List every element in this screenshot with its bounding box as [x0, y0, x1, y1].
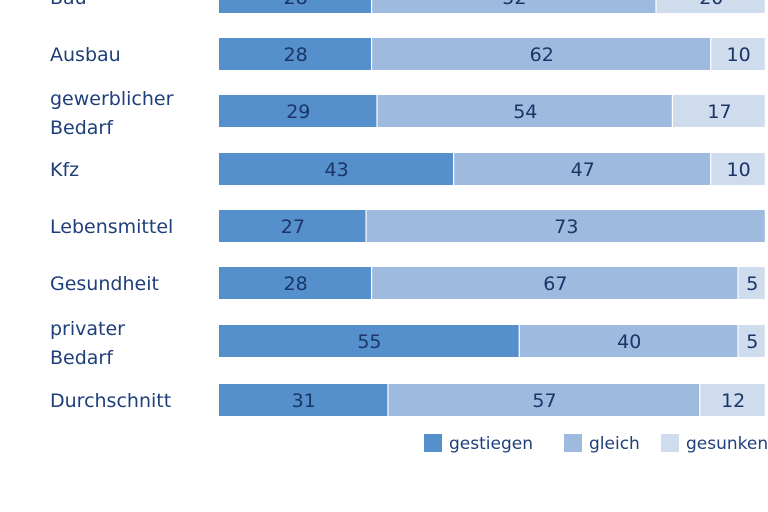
bar-segment-gesunken	[711, 153, 765, 185]
category-label-line2: Bedarf	[50, 347, 114, 369]
data-label-gestiegen: 27	[281, 216, 305, 238]
data-label-gesunken: 5	[746, 331, 758, 353]
legend-swatch-gesunken	[661, 434, 679, 452]
bar-segment-gestiegen	[219, 153, 454, 185]
data-label-gleich: 57	[532, 390, 556, 412]
data-label-gestiegen: 28	[283, 273, 307, 295]
category-label-line1: privater	[50, 318, 125, 340]
data-label-gleich: 40	[617, 331, 641, 353]
data-label-gesunken: 10	[727, 159, 751, 181]
bar-segment-gesunken	[656, 0, 765, 13]
bar-segment-gleich	[454, 153, 711, 185]
bar-segment-gleich	[377, 95, 672, 127]
data-label-gleich: 54	[513, 101, 537, 123]
category-label: Durchschnitt	[50, 390, 171, 412]
data-label-gesunken: 17	[707, 101, 731, 123]
data-label-gestiegen: 55	[357, 331, 381, 353]
bar-segment-gestiegen	[219, 384, 388, 416]
bar-segment-gestiegen	[219, 95, 377, 127]
category-label-line2: Bedarf	[50, 117, 114, 139]
bar-segment-gleich	[519, 325, 738, 357]
data-label-gestiegen: 28	[283, 44, 307, 66]
category-label: Kfz	[50, 159, 79, 181]
bar-segment-gestiegen	[219, 325, 519, 357]
bar-segment-gleich	[388, 384, 700, 416]
legend-label-gesunken: gesunken	[686, 434, 768, 454]
bar-segment-gestiegen	[219, 210, 366, 242]
category-label: Ausbau	[50, 44, 121, 66]
bar-segment-gleich	[372, 0, 656, 13]
legend-label-gleich: gleich	[589, 434, 640, 454]
bar-segment-gesunken	[738, 325, 765, 357]
data-label-gleich: 52	[502, 0, 526, 9]
bar-segment-gesunken	[738, 267, 765, 299]
bar-segment-gesunken	[673, 95, 765, 127]
data-label-gleich: 73	[554, 216, 578, 238]
bar-segment-gesunken	[711, 38, 765, 70]
data-label-gleich: 67	[543, 273, 567, 295]
bar-segment-gestiegen	[219, 0, 371, 13]
category-label: Gesundheit	[50, 273, 159, 295]
category-label: Bau	[50, 0, 87, 9]
category-label: Lebensmittel	[50, 216, 173, 238]
legend-label-gestiegen: gestiegen	[449, 434, 533, 454]
data-label-gesunken: 12	[721, 390, 745, 412]
bar-segment-gestiegen	[219, 267, 371, 299]
bar-segment-gesunken	[700, 384, 765, 416]
data-label-gesunken: 20	[699, 0, 723, 9]
data-label-gestiegen: 31	[292, 390, 316, 412]
data-label-gesunken: 5	[746, 273, 758, 295]
data-label-gestiegen: 29	[286, 101, 310, 123]
bar-segment-gleich	[372, 267, 738, 299]
bar-segment-gestiegen	[219, 38, 371, 70]
legend-swatch-gestiegen	[424, 434, 442, 452]
data-label-gestiegen: 28	[283, 0, 307, 9]
data-label-gesunken: 10	[727, 44, 751, 66]
category-label-line1: gewerblicher	[50, 88, 174, 110]
bar-segment-gleich	[366, 210, 765, 242]
bar-segment-gleich	[372, 38, 711, 70]
legend-swatch-gleich	[564, 434, 582, 452]
data-label-gleich: 47	[571, 159, 595, 181]
data-label-gestiegen: 43	[325, 159, 349, 181]
data-label-gleich: 62	[530, 44, 554, 66]
